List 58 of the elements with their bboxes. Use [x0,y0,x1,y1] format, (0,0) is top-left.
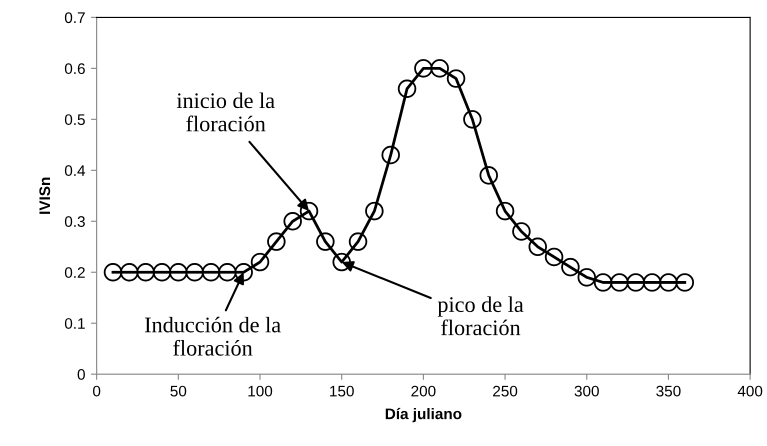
point [365,202,384,220]
point [169,263,188,282]
point [414,59,433,78]
point [642,273,662,292]
annotation: pico de la floración [438,296,524,336]
y-tick-label: 0 [78,369,85,380]
y-tick-label: 0.2 [64,267,85,278]
y-axis-title: IVISn [39,178,50,214]
point [185,263,204,282]
point [594,273,612,292]
y-tick-label: 0.1 [64,318,85,329]
y-tick-label: 0.3 [64,216,85,227]
point [152,263,172,282]
point [250,252,270,272]
point [479,166,498,185]
x-tick-label: 100 [248,386,272,397]
y-tick-label: 0.5 [64,114,85,126]
point [676,273,694,292]
point [544,248,564,266]
point [300,202,318,220]
point [626,273,646,292]
point [120,263,139,282]
point [561,258,580,276]
y-tick-label: 0.6 [64,63,85,74]
point [463,110,482,129]
x-tick-label: 200 [411,386,436,397]
point [578,268,596,287]
y-tick-label: 0.7 [64,12,85,24]
point [659,273,678,292]
x-tick-label: 300 [574,386,599,397]
point [202,263,220,282]
point [430,59,449,78]
point [332,252,351,272]
x-tick-label: 400 [738,386,762,397]
x-axis-title: Día juliano [386,408,462,422]
point [610,273,629,292]
point [528,238,547,256]
x-tick-label: 0 [92,386,100,397]
point [267,232,286,251]
point [136,263,155,282]
annotation: inicio de la floración [176,92,275,132]
point [218,263,237,282]
point [234,263,253,282]
y-tick-label: 0.4 [64,165,86,176]
x-tick-label: 350 [656,386,681,397]
point [348,232,368,251]
annotation: Inducción de la floración [144,316,281,356]
point [496,202,514,220]
point [512,222,531,241]
point [316,232,335,251]
point [398,80,416,98]
x-tick-label: 250 [493,386,518,397]
point [283,212,302,231]
point [104,263,122,282]
point [381,146,400,164]
point [446,69,466,88]
x-tick-label: 150 [330,386,354,397]
x-tick-label: 50 [170,386,186,397]
